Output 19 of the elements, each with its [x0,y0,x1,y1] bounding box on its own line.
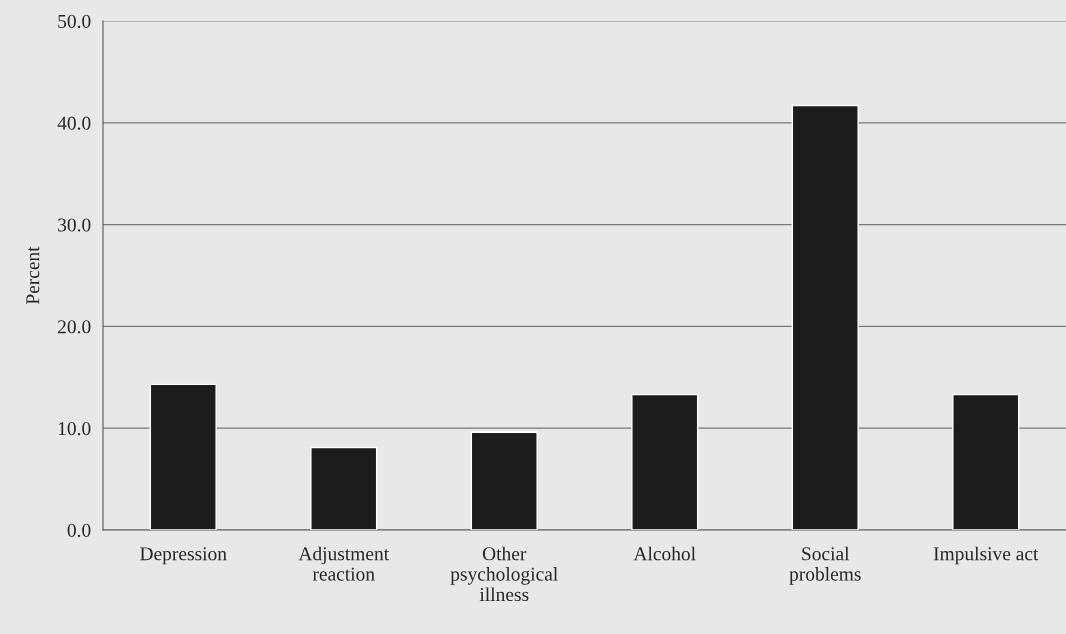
y-tick-label: 30.0 [58,218,91,232]
y-axis-title: Percent [26,246,40,305]
x-tick-label: Social problems [789,546,861,585]
y-tick-label: 0.0 [67,523,91,538]
bar [631,393,699,530]
x-tick-label: Depression [140,547,227,565]
bar [310,446,378,530]
x-tick-label: Alcohol [633,546,696,561]
bar [149,383,217,530]
bar [791,104,859,530]
bar [470,431,538,530]
y-tick-label: 20.0 [58,320,91,334]
y-tick-label: 50.0 [58,14,91,29]
x-tick-label: Adjustment reaction [298,546,390,581]
bar [952,393,1020,530]
x-tick-label: Impulsive act [933,546,1039,565]
x-tick-label: Other psychological illness [450,546,558,602]
y-tick-label: 40.0 [57,116,91,130]
y-tick-label: 10.0 [58,422,91,436]
